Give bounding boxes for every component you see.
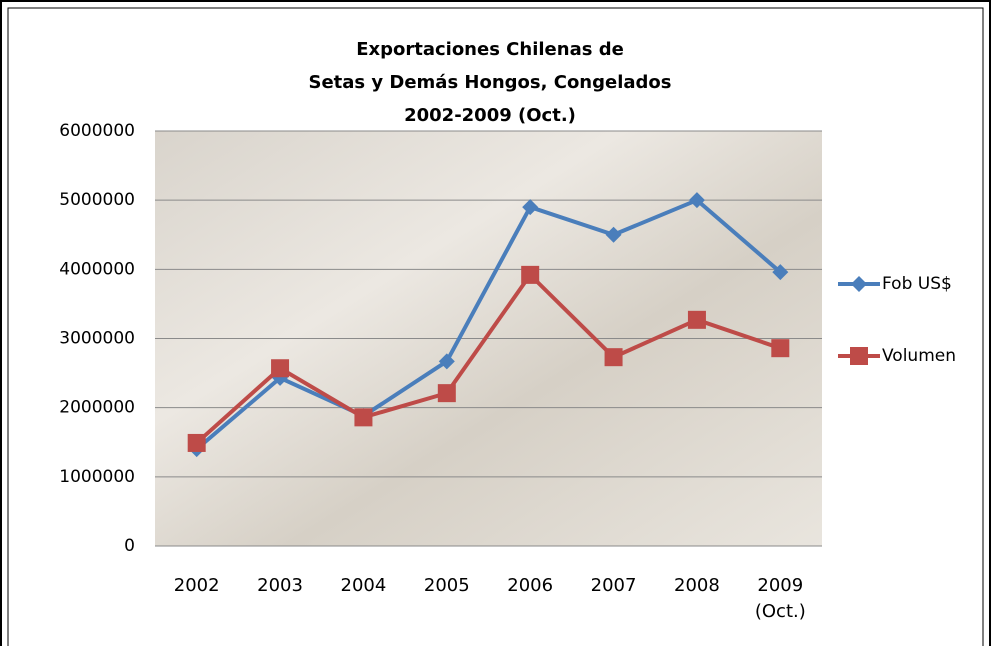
marker: [188, 434, 206, 452]
page: Exportaciones Chilenas de Setas y Demás …: [0, 0, 991, 646]
chart-title: Exportaciones Chilenas de: [356, 39, 624, 60]
x-tick-label: 2005: [407, 573, 487, 599]
marker: [850, 347, 868, 365]
y-tick-label: 3000000: [59, 329, 135, 349]
marker: [521, 266, 539, 284]
legend-label: Fob US$: [882, 274, 952, 294]
chart-title: 2002-2009 (Oct.): [404, 105, 576, 126]
x-tick-label: 2008: [657, 573, 737, 599]
marker: [271, 359, 289, 377]
y-tick-label: 4000000: [59, 259, 135, 279]
x-tick-label: 2004: [323, 573, 403, 599]
x-tick-label: 2006: [490, 573, 570, 599]
marker: [438, 384, 456, 402]
chart: Exportaciones Chilenas de Setas y Demás …: [0, 0, 991, 646]
x-tick-label: 2002: [157, 573, 237, 599]
chart-title: Setas y Demás Hongos, Congelados: [308, 72, 671, 93]
marker: [688, 311, 706, 329]
y-tick-label: 1000000: [59, 467, 135, 487]
marker: [851, 276, 867, 292]
legend-label: Volumen: [882, 346, 956, 366]
marker: [605, 348, 623, 366]
x-tick-label: 2009 (Oct.): [740, 573, 820, 625]
y-tick-label: 6000000: [59, 121, 135, 141]
marker: [354, 408, 372, 426]
x-tick-label: 2003: [240, 573, 320, 599]
y-tick-label: 0: [124, 536, 135, 556]
x-tick-label: 2007: [574, 573, 654, 599]
y-tick-label: 2000000: [59, 398, 135, 418]
y-tick-label: 5000000: [59, 190, 135, 210]
marker: [771, 339, 789, 357]
